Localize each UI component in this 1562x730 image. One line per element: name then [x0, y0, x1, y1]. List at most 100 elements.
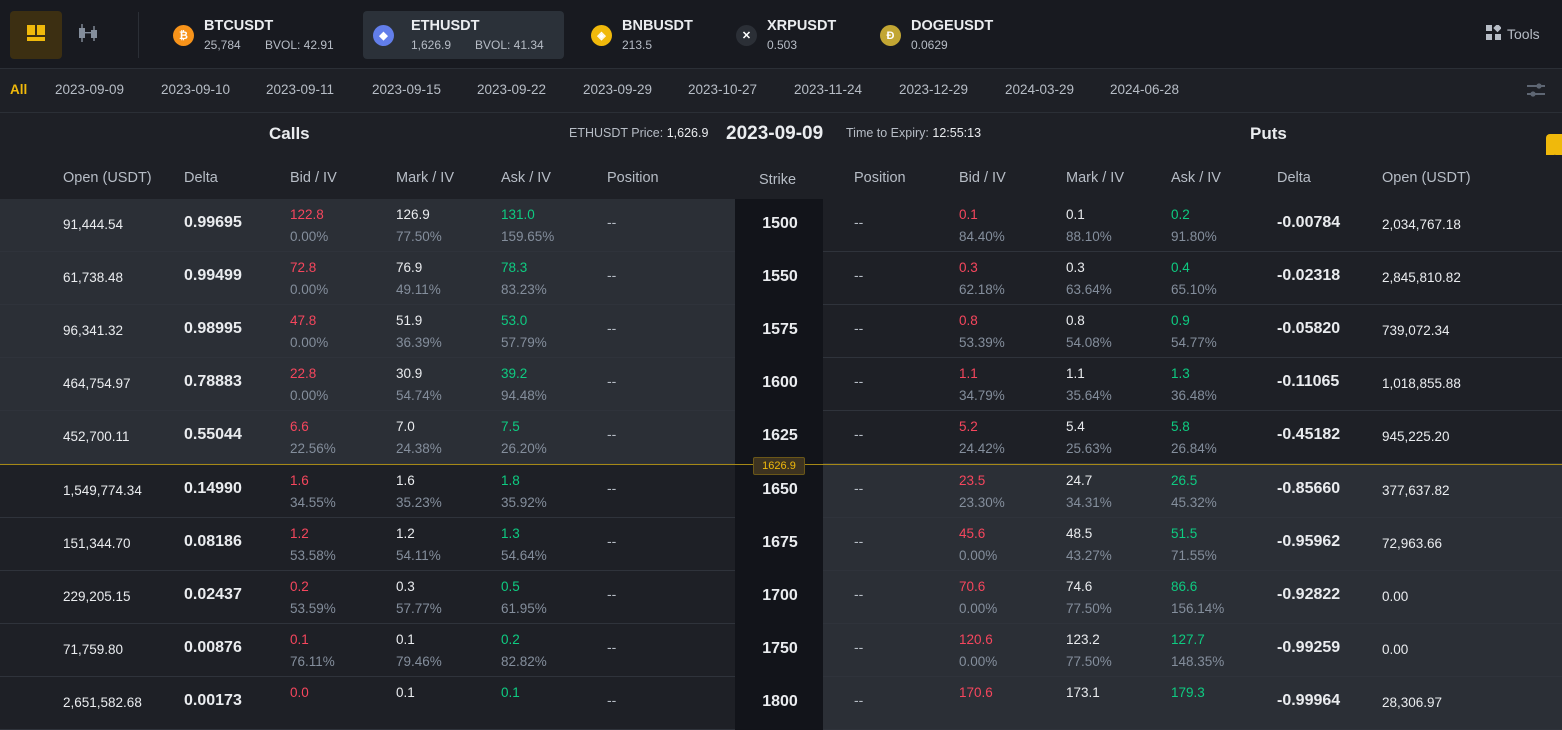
call-mark[interactable]: 0.3 — [396, 579, 415, 594]
put-ask-iv: 36.48% — [1171, 388, 1217, 403]
call-delta: 0.00876 — [184, 639, 242, 656]
date-tab[interactable]: 2023-09-22 — [477, 82, 547, 97]
symbol-tab-xrpusdt[interactable]: ✕ XRPUSDT 0.503 — [726, 11, 856, 59]
call-ask[interactable]: 131.0 — [501, 207, 535, 222]
call-ask[interactable]: 0.5 — [501, 579, 520, 594]
date-tab[interactable]: 2024-03-29 — [1005, 82, 1075, 97]
call-bid[interactable]: 72.8 — [290, 260, 317, 275]
bnb-coin-icon: ◈ — [591, 25, 612, 46]
call-delta: 0.14990 — [184, 480, 242, 497]
put-ask[interactable]: 127.7 — [1171, 632, 1205, 647]
call-ask[interactable]: 0.2 — [501, 632, 520, 647]
put-bid[interactable]: 70.6 — [959, 579, 986, 594]
call-mark[interactable]: 126.9 — [396, 207, 430, 222]
date-tab[interactable]: 2023-09-09 — [55, 82, 125, 97]
put-mark[interactable]: 5.4 — [1066, 419, 1085, 434]
put-bid-iv: 84.40% — [959, 229, 1005, 244]
date-tab[interactable]: 2023-09-15 — [372, 82, 442, 97]
call-bid[interactable]: 1.2 — [290, 526, 309, 541]
call-mark[interactable]: 0.1 — [396, 632, 415, 647]
put-ask[interactable]: 0.2 — [1171, 207, 1190, 222]
date-tab[interactable]: 2023-12-29 — [899, 82, 969, 97]
put-position: -- — [854, 267, 864, 283]
put-bid[interactable]: 0.3 — [959, 260, 978, 275]
date-tab[interactable]: 2023-09-11 — [266, 82, 335, 97]
put-mark[interactable]: 48.5 — [1066, 526, 1093, 541]
call-ask[interactable]: 7.5 — [501, 419, 520, 434]
call-ask[interactable]: 1.8 — [501, 473, 520, 488]
call-bid[interactable]: 47.8 — [290, 313, 317, 328]
call-ask[interactable]: 53.0 — [501, 313, 528, 328]
put-mark[interactable]: 0.8 — [1066, 313, 1085, 328]
put-bid[interactable]: 120.6 — [959, 632, 993, 647]
put-bid-iv: 53.39% — [959, 335, 1005, 350]
put-bid[interactable]: 170.6 — [959, 685, 993, 700]
call-mark[interactable]: 0.1 — [396, 685, 415, 700]
symbol-tab-dogeusdt[interactable]: Ð DOGEUSDT 0.0629 — [870, 11, 1010, 59]
call-mark[interactable]: 30.9 — [396, 366, 423, 381]
date-tab[interactable]: 2023-11-24 — [794, 82, 863, 97]
put-mark[interactable]: 0.3 — [1066, 260, 1085, 275]
date-tab-all[interactable]: All — [10, 82, 28, 97]
symbol-tab-bnbusdt[interactable]: ◈ BNBUSDT 213.5 — [581, 11, 711, 59]
date-tab[interactable]: 2024-06-28 — [1110, 82, 1180, 97]
option-row[interactable]: 1650 1,549,774.34 0.14990 1.6 34.55% 1.6 35.23… — [0, 465, 1562, 518]
option-row[interactable]: 1750 71,759.80 0.00876 0.1 76.11% 0.1 79.46% 0.… — [0, 624, 1562, 677]
option-row[interactable]: 1550 61,738.48 0.99499 72.8 0.00% 76.9 49.11% 7… — [0, 252, 1562, 305]
put-mark[interactable]: 123.2 — [1066, 632, 1100, 647]
call-bid[interactable]: 0.2 — [290, 579, 309, 594]
call-bid[interactable]: 1.6 — [290, 473, 309, 488]
put-mark[interactable]: 74.6 — [1066, 579, 1093, 594]
put-mark[interactable]: 0.1 — [1066, 207, 1085, 222]
put-bid[interactable]: 0.1 — [959, 207, 978, 222]
call-mark[interactable]: 51.9 — [396, 313, 423, 328]
strike-price: 1550 — [762, 268, 798, 285]
date-tab[interactable]: 2023-09-29 — [583, 82, 653, 97]
put-ask[interactable]: 51.5 — [1171, 526, 1198, 541]
date-tab[interactable]: 2023-10-27 — [688, 82, 758, 97]
symbol-tab-btcusdt[interactable]: ₿ BTCUSDT 25,784 BVOL: 42.91 — [163, 11, 343, 59]
put-mark[interactable]: 24.7 — [1066, 473, 1093, 488]
call-mark[interactable]: 1.2 — [396, 526, 415, 541]
put-bid[interactable]: 5.2 — [959, 419, 978, 434]
call-ask[interactable]: 78.3 — [501, 260, 528, 275]
option-row[interactable]: 1800 2,651,582.68 0.00173 0.0 0.1 0.1 -- -- 170.… — [0, 677, 1562, 730]
call-bid[interactable]: 22.8 — [290, 366, 317, 381]
option-row[interactable]: 1500 91,444.54 0.99695 122.8 0.00% 126.9 77.50… — [0, 199, 1562, 252]
put-bid[interactable]: 45.6 — [959, 526, 986, 541]
put-mark[interactable]: 1.1 — [1066, 366, 1085, 381]
call-bid[interactable]: 122.8 — [290, 207, 324, 222]
put-ask[interactable]: 0.9 — [1171, 313, 1190, 328]
call-mark[interactable]: 7.0 — [396, 419, 415, 434]
call-mark[interactable]: 76.9 — [396, 260, 423, 275]
put-mark-iv: 77.50% — [1066, 654, 1112, 669]
settings-sliders-icon[interactable] — [1527, 81, 1545, 104]
put-bid[interactable]: 0.8 — [959, 313, 978, 328]
option-row[interactable]: 1675 151,344.70 0.08186 1.2 53.58% 1.2 54.11% 1… — [0, 518, 1562, 571]
option-row[interactable]: 1575 96,341.32 0.98995 47.8 0.00% 51.9 36.39% 5… — [0, 305, 1562, 358]
option-row[interactable]: 1625 452,700.11 0.55044 6.6 22.56% 7.0 24.38% 7… — [0, 411, 1562, 464]
symbol-tab-ethusdt[interactable]: ◆ ETHUSDT 1,626.9 BVOL: 41.34 — [363, 11, 564, 59]
put-bid[interactable]: 23.5 — [959, 473, 986, 488]
put-mark[interactable]: 173.1 — [1066, 685, 1100, 700]
grid-view-button[interactable] — [10, 11, 62, 59]
put-ask[interactable]: 86.6 — [1171, 579, 1198, 594]
call-bid[interactable]: 0.1 — [290, 632, 309, 647]
call-mark[interactable]: 1.6 — [396, 473, 415, 488]
put-ask[interactable]: 0.4 — [1171, 260, 1190, 275]
option-row[interactable]: 1600 464,754.97 0.78883 22.8 0.00% 30.9 54.74%… — [0, 358, 1562, 411]
call-ask[interactable]: 39.2 — [501, 366, 528, 381]
chart-view-button[interactable] — [63, 11, 115, 59]
call-ask[interactable]: 1.3 — [501, 526, 520, 541]
put-ask[interactable]: 1.3 — [1171, 366, 1190, 381]
put-ask[interactable]: 179.3 — [1171, 685, 1205, 700]
put-ask[interactable]: 26.5 — [1171, 473, 1198, 488]
date-tab[interactable]: 2023-09-10 — [161, 82, 231, 97]
tools-button[interactable]: Tools — [1486, 23, 1540, 43]
put-ask[interactable]: 5.8 — [1171, 419, 1190, 434]
call-bid[interactable]: 6.6 — [290, 419, 309, 434]
option-row[interactable]: 1700 229,205.15 0.02437 0.2 53.59% 0.3 57.77% 0… — [0, 571, 1562, 624]
put-bid[interactable]: 1.1 — [959, 366, 978, 381]
call-bid[interactable]: 0.0 — [290, 685, 309, 700]
call-ask[interactable]: 0.1 — [501, 685, 520, 700]
